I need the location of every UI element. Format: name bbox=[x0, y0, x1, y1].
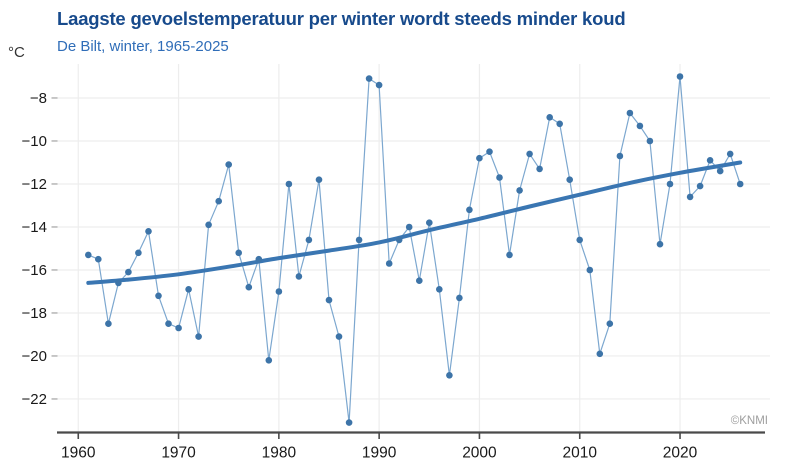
data-point bbox=[586, 266, 594, 274]
data-point bbox=[546, 114, 553, 121]
data-point bbox=[365, 75, 373, 82]
data-point bbox=[576, 236, 583, 244]
data-point bbox=[516, 187, 523, 194]
trend-line bbox=[86, 160, 743, 285]
x-tick-label: 1970 bbox=[161, 445, 196, 462]
y-tick-label: −18 bbox=[22, 305, 47, 322]
data-point bbox=[486, 148, 493, 155]
data-point bbox=[436, 286, 443, 293]
data-point bbox=[556, 120, 563, 128]
data-point bbox=[616, 152, 624, 160]
data-point bbox=[185, 286, 192, 293]
data-point bbox=[235, 249, 242, 257]
data-point bbox=[706, 157, 714, 164]
x-tick-label: 2010 bbox=[562, 445, 597, 462]
x-tick-label: 1960 bbox=[61, 445, 96, 462]
data-point bbox=[305, 236, 313, 244]
data-point bbox=[275, 288, 283, 295]
data-point bbox=[626, 109, 634, 117]
data-point bbox=[456, 294, 463, 302]
data-point bbox=[375, 81, 383, 89]
data-point bbox=[115, 279, 122, 287]
data-point bbox=[716, 167, 724, 175]
data-point bbox=[426, 219, 433, 226]
x-tick-label: 2020 bbox=[663, 445, 698, 462]
data-point bbox=[506, 251, 513, 259]
data-point bbox=[145, 228, 152, 235]
data-point bbox=[205, 221, 212, 229]
data-point bbox=[385, 260, 393, 267]
data-point bbox=[666, 180, 674, 188]
y-tick-label: −20 bbox=[22, 348, 47, 365]
data-point bbox=[736, 180, 744, 188]
x-tick-label: 1990 bbox=[362, 445, 397, 462]
data-point bbox=[496, 174, 503, 181]
data-point bbox=[195, 333, 202, 340]
data-point bbox=[135, 249, 142, 257]
data-point bbox=[125, 268, 132, 276]
data-point bbox=[526, 150, 533, 158]
series-line bbox=[88, 75, 741, 424]
data-point bbox=[355, 236, 363, 244]
data-point bbox=[656, 240, 664, 248]
data-point bbox=[85, 251, 92, 259]
data-point bbox=[596, 350, 604, 358]
data-point bbox=[165, 320, 172, 328]
data-point bbox=[696, 182, 704, 190]
data-point bbox=[726, 150, 734, 158]
data-point bbox=[676, 73, 684, 80]
data-point bbox=[325, 296, 333, 304]
data-point bbox=[175, 324, 182, 332]
y-tick-label: −10 bbox=[22, 133, 47, 150]
data-point bbox=[566, 176, 573, 183]
data-point bbox=[265, 357, 273, 364]
data-point bbox=[285, 180, 293, 188]
data-point bbox=[295, 273, 303, 280]
data-point bbox=[536, 165, 543, 173]
data-point bbox=[395, 236, 403, 244]
data-point bbox=[416, 277, 423, 285]
data-point bbox=[95, 255, 102, 263]
y-tick-label: −12 bbox=[22, 176, 47, 193]
data-point bbox=[446, 372, 453, 379]
data-point bbox=[405, 223, 413, 231]
x-tick-label: 1980 bbox=[262, 445, 297, 462]
data-point bbox=[606, 320, 614, 328]
data-point bbox=[245, 283, 253, 291]
chart-title: Laagste gevoelstemperatuur per winter wo… bbox=[57, 8, 626, 29]
data-point bbox=[315, 176, 323, 183]
data-point bbox=[476, 154, 483, 162]
data-point bbox=[466, 206, 473, 214]
y-axis-unit-label: °C bbox=[8, 44, 25, 61]
y-tick-label: −16 bbox=[22, 262, 47, 279]
data-point bbox=[636, 122, 644, 130]
data-point bbox=[646, 137, 654, 145]
data-point bbox=[225, 161, 232, 168]
x-tick-label: 2000 bbox=[462, 445, 497, 462]
data-point bbox=[255, 255, 263, 263]
chart-subtitle: De Bilt, winter, 1965-2025 bbox=[57, 38, 229, 55]
data-point bbox=[155, 292, 162, 300]
data-point bbox=[335, 333, 343, 340]
y-tick-label: −22 bbox=[22, 391, 47, 408]
data-point bbox=[345, 419, 353, 426]
knmi-credit: ©KNMI bbox=[730, 415, 768, 427]
y-tick-label: −8 bbox=[30, 90, 47, 107]
data-point bbox=[686, 193, 694, 201]
data-point bbox=[105, 320, 112, 328]
data-point bbox=[215, 197, 222, 205]
y-tick-label: −14 bbox=[22, 219, 47, 236]
